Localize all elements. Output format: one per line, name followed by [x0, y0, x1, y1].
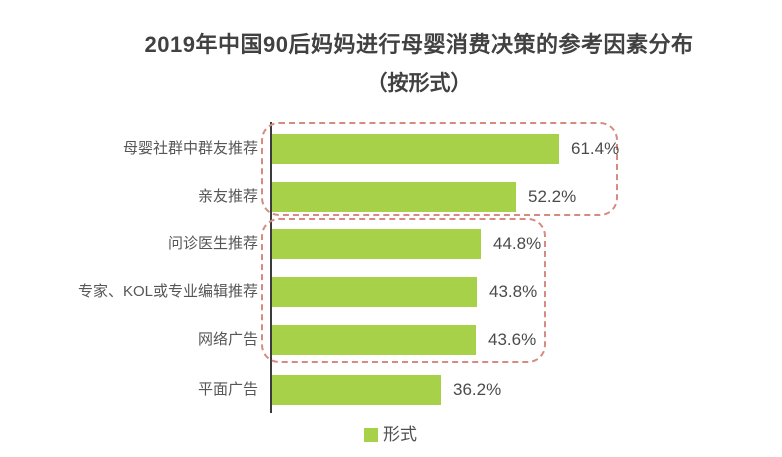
value-label: 52.2%	[528, 187, 577, 206]
value-label: 61.4%	[571, 139, 620, 158]
bar	[272, 277, 477, 307]
y-axis-line	[270, 122, 272, 413]
legend-label: 形式	[383, 425, 417, 444]
bar-row: 母婴社群中群友推荐 61.4%	[0, 134, 782, 164]
bar-row: 亲友推荐 52.2%	[0, 182, 782, 212]
chart-title: 2019年中国90后妈妈进行母婴消费决策的参考因素分布 （按形式）	[140, 30, 698, 98]
chart-title-line2: （按形式）	[366, 72, 472, 95]
value-label: 43.8%	[489, 282, 538, 301]
bar	[272, 134, 559, 164]
bar	[272, 182, 516, 212]
category-label: 网络广告	[197, 331, 258, 348]
legend: 形式	[364, 426, 417, 444]
bar-row: 专家、KOL或专业编辑推荐 43.8%	[0, 277, 782, 307]
value-label: 36.2%	[453, 380, 502, 399]
legend-swatch	[364, 428, 378, 442]
chart-title-line1: 2019年中国90后妈妈进行母婴消费决策的参考因素分布	[144, 32, 694, 57]
bar	[272, 229, 481, 259]
bar-row: 问诊医生推荐 44.8%	[0, 229, 782, 259]
category-label: 问诊医生推荐	[167, 235, 258, 252]
category-label: 专家、KOL或专业编辑推荐	[77, 283, 258, 300]
highlight-group-box-top2	[261, 122, 618, 216]
bar-row: 网络广告 43.6%	[0, 325, 782, 355]
value-label: 43.6%	[488, 330, 537, 349]
highlight-group-box-middle3	[261, 218, 546, 363]
bar	[272, 325, 476, 355]
category-label: 母婴社群中群友推荐	[122, 140, 258, 157]
value-label: 44.8%	[493, 234, 542, 253]
bar	[272, 375, 441, 405]
category-label: 平面广告	[197, 381, 258, 398]
bar-row: 平面广告 36.2%	[0, 375, 782, 405]
category-label: 亲友推荐	[197, 188, 258, 205]
